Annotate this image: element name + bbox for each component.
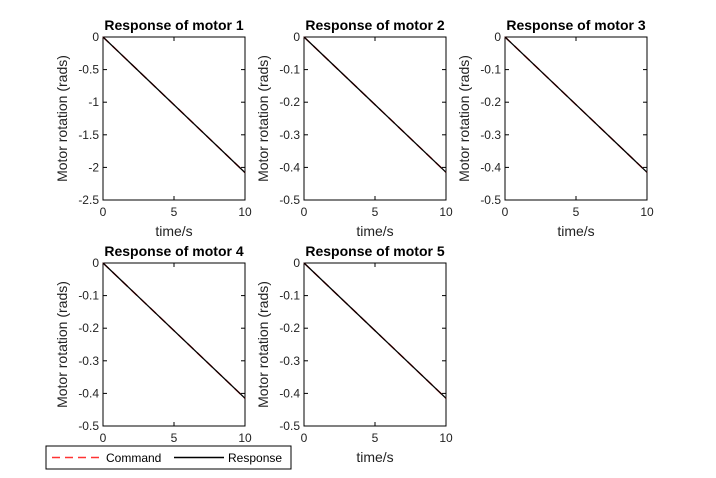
y-tick-label: 0 — [92, 256, 99, 270]
x-tick-label: 10 — [640, 205, 654, 219]
series-line-response — [102, 36, 246, 174]
y-tick-label: -0.3 — [480, 128, 501, 142]
y-tick-label: 0 — [293, 30, 300, 44]
axes-box — [504, 36, 648, 201]
y-tick-label: -0.2 — [279, 321, 300, 335]
axes-box — [102, 36, 246, 201]
x-axis-label: time/s — [356, 223, 393, 239]
x-axis-label: time/s — [557, 223, 594, 239]
y-tick-label: -2.5 — [78, 193, 99, 207]
subplot-motor-1: 0 5 10 0 -0.5 -1 -1.5 -2 -2.5 Response of motor 1… — [54, 17, 252, 239]
y-axis-label: Motor rotation (rads) — [456, 55, 472, 182]
series-line-response — [303, 262, 447, 399]
x-axis-label: time/s — [356, 449, 393, 465]
x-tick-label: 5 — [171, 431, 178, 445]
subplot-motor-3: 0 5 10 0 -0.1 -0.2 -0.3 -0.4 -0.5 Response of mot… — [456, 17, 654, 239]
y-tick-label: -0.4 — [78, 386, 99, 400]
x-tick-label: 0 — [502, 205, 509, 219]
y-tick-label: -0.5 — [78, 419, 99, 433]
y-axis-label: Motor rotation (rads) — [54, 55, 70, 182]
subplot-motor-4: 0 5 10 0 -0.1 -0.2 -0.3 -0.4 -0.5 Response of mot… — [54, 243, 252, 445]
y-tick-label: 0 — [293, 256, 300, 270]
y-tick-label: -0.2 — [480, 95, 501, 109]
legend-box — [45, 445, 292, 470]
y-tick-label: -1 — [88, 95, 99, 109]
subplot-motor-2: 0 5 10 0 -0.1 -0.2 -0.3 -0.4 -0.5 Response of mot… — [255, 17, 453, 239]
y-tick-label: -0.3 — [279, 128, 300, 142]
x-tick-label: 5 — [573, 205, 580, 219]
axes-box — [102, 262, 246, 427]
chart-title: Response of motor 5 — [305, 243, 444, 259]
chart-title: Response of motor 4 — [104, 243, 243, 259]
x-tick-label: 10 — [238, 205, 252, 219]
legend-label-response: Response — [228, 451, 282, 465]
y-axis-label: Motor rotation (rads) — [255, 281, 271, 408]
chart-title: Response of motor 3 — [506, 17, 645, 33]
y-tick-label: 0 — [494, 30, 501, 44]
x-tick-label: 0 — [301, 205, 308, 219]
x-tick-label: 5 — [171, 205, 178, 219]
x-tick-label: 10 — [439, 431, 453, 445]
y-tick-label: -1.5 — [78, 128, 99, 142]
x-tick-label: 10 — [238, 431, 252, 445]
x-tick-label: 5 — [372, 205, 379, 219]
chart-title: Response of motor 1 — [104, 17, 243, 33]
y-tick-label: -0.3 — [78, 354, 99, 368]
y-tick-label: -0.3 — [279, 354, 300, 368]
y-tick-label: -0.5 — [279, 193, 300, 207]
y-tick-label: -0.5 — [480, 193, 501, 207]
series-line-response — [303, 36, 447, 173]
y-tick-label: -0.1 — [480, 63, 501, 77]
y-tick-label: -0.1 — [279, 289, 300, 303]
series-line-response — [102, 262, 246, 399]
y-tick-label: -0.4 — [279, 386, 300, 400]
axes-box — [303, 36, 447, 201]
chart-title: Response of motor 2 — [305, 17, 444, 33]
legend-label-command: Command — [106, 451, 161, 465]
y-tick-label: -0.1 — [78, 289, 99, 303]
x-tick-label: 0 — [301, 431, 308, 445]
y-tick-label: -0.2 — [78, 321, 99, 335]
y-axis-label: Motor rotation (rads) — [54, 281, 70, 408]
y-tick-label: -0.5 — [279, 419, 300, 433]
x-axis-label: time/s — [155, 223, 192, 239]
x-tick-label: 5 — [372, 431, 379, 445]
axes-box — [303, 262, 447, 427]
x-tick-label: 0 — [100, 431, 107, 445]
y-tick-label: -0.5 — [78, 63, 99, 77]
y-tick-label: 0 — [92, 30, 99, 44]
y-tick-label: -0.4 — [279, 160, 300, 174]
x-tick-label: 0 — [100, 205, 107, 219]
x-tick-label: 10 — [439, 205, 453, 219]
series-line-response — [504, 36, 648, 173]
subplot-motor-5: 0 5 10 0 -0.1 -0.2 -0.3 -0.4 -0.5 Response of mot… — [255, 243, 453, 465]
y-tick-label: -0.2 — [279, 95, 300, 109]
y-tick-label: -0.1 — [279, 63, 300, 77]
y-axis-label: Motor rotation (rads) — [255, 55, 271, 182]
y-tick-label: -0.4 — [480, 160, 501, 174]
legend: Command Response — [45, 445, 292, 470]
y-tick-label: -2 — [88, 160, 99, 174]
